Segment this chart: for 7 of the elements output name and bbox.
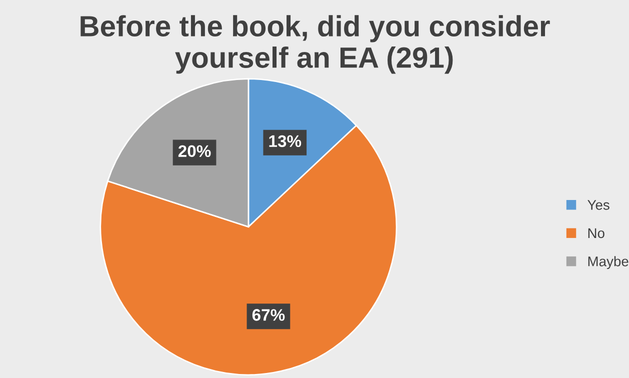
data-label: 13% bbox=[269, 135, 302, 148]
data-label: 67% bbox=[252, 309, 285, 321]
data-label: 20% bbox=[178, 145, 211, 158]
chart-title: Before the book, did you consider yourself an EA (291) bbox=[80, 15, 550, 74]
legend-label: No bbox=[588, 228, 604, 238]
legend-label: Yes bbox=[588, 200, 610, 210]
legend-label: Maybe bbox=[588, 256, 628, 270]
